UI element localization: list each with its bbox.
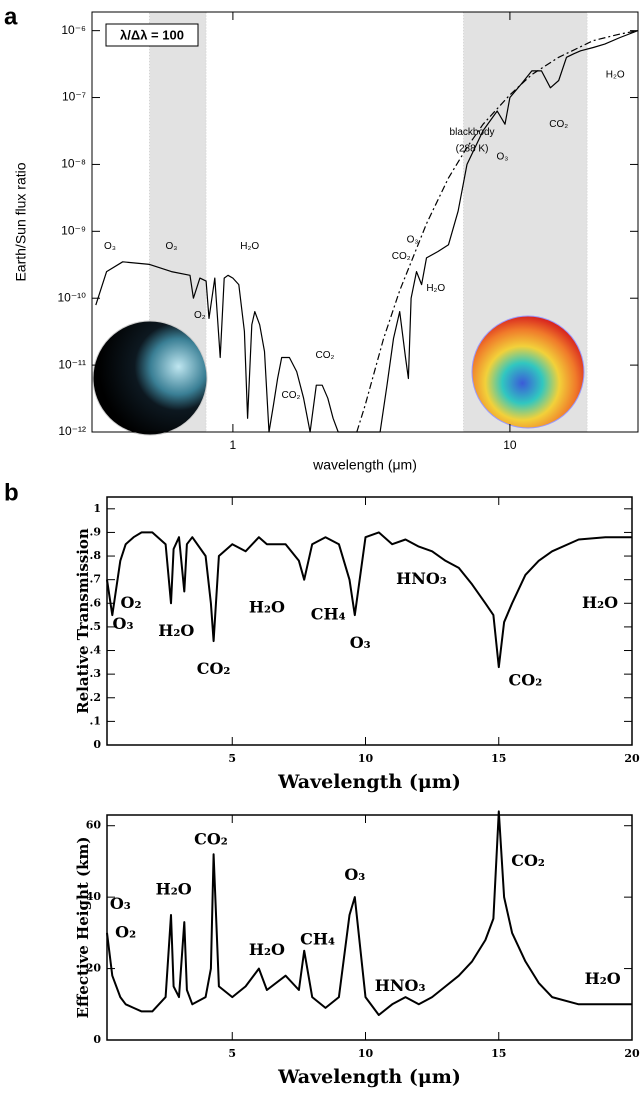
annotation: CO₂ (549, 119, 568, 130)
annotation: O₃ (344, 865, 365, 884)
y-tick-label: .7 (90, 573, 101, 586)
annotation: H₂O (249, 940, 285, 959)
y-tick-label: .5 (90, 620, 101, 633)
annotation: blackbody (450, 127, 495, 138)
x-tick-label: 5 (228, 752, 236, 765)
annotation: CO₂ (281, 390, 300, 401)
annotation: HNO₃ (396, 569, 447, 588)
x-tick-label: 5 (228, 1047, 236, 1060)
annotation: CO₂ (316, 350, 335, 361)
y-tick-label: 10⁻⁹ (61, 223, 86, 237)
panel-label: b (4, 479, 19, 506)
annotation: O₂ (194, 310, 206, 321)
y-tick-label: 20 (86, 962, 102, 975)
annotation: H₂O (585, 969, 621, 988)
y-tick-label: .3 (90, 667, 101, 680)
annotation: HNO₃ (375, 976, 426, 995)
x-tick-label: 15 (491, 1047, 506, 1060)
annotation: CO₂ (197, 659, 231, 678)
earth-inset (92, 320, 208, 436)
y-tick-label: 0 (93, 1033, 101, 1046)
y-tick-label: 10⁻¹² (58, 424, 86, 438)
x-tick-label: 1 (230, 438, 237, 452)
chart-b-bottom: 5 10 15 20 0 20 40 60 O₃ O₂ H₂O CO₂ H₂O CH₄ O₃ HNO₃ CO₂ H… (74, 810, 640, 1088)
y-tick-label: 10⁻¹⁰ (58, 290, 87, 304)
y-tick-label: .9 (90, 525, 101, 538)
annotation: O₃ (497, 151, 509, 162)
y-tick-label: .8 (90, 549, 102, 562)
annotation: H₂O (249, 598, 285, 617)
annotation: H₂O (582, 593, 618, 612)
y-tick-label: 10⁻⁶ (61, 23, 86, 37)
map-inset (471, 315, 585, 429)
spectrum-line (356, 30, 639, 433)
chart-a: 1 10 10⁻¹² 10⁻¹¹ 10⁻¹⁰ 10⁻⁹ 10⁻⁸ 10⁻⁷ 10⁻⁶ O₃ O₃ H₂… (13, 11, 639, 473)
y-tick-label: .6 (90, 596, 102, 609)
x-axis-label: Wavelength (μm) (277, 1066, 461, 1088)
panel-label: a (4, 3, 18, 30)
y-tick-label: .2 (90, 691, 101, 704)
x-tick-label: 15 (491, 752, 506, 765)
y-axis-label: Effective Height (km) (74, 837, 92, 1019)
y-tick-label: 10⁻¹¹ (58, 357, 86, 371)
annotation: H₂O (240, 241, 259, 252)
annotation: CO₂ (392, 251, 411, 262)
annotation: O₃ (110, 894, 131, 913)
annotation: CH₄ (300, 930, 335, 949)
y-tick-label: .1 (90, 714, 101, 727)
spectrum-line (106, 810, 632, 1016)
annotation: H₂O (606, 69, 625, 80)
annotation: CO₂ (194, 830, 228, 849)
annotation: H₂O (156, 880, 192, 899)
spectrum-line (106, 531, 632, 669)
resolution-label: λ/Δλ = 100 (120, 27, 184, 42)
annotation: O₃ (407, 234, 419, 245)
y-tick-label: 10⁻⁷ (62, 90, 86, 104)
x-tick-label: 10 (503, 438, 517, 452)
spectrum-line (95, 30, 639, 433)
x-tick-label: 10 (358, 752, 374, 765)
annotation: O₂ (115, 922, 136, 941)
annotation: (288 K) (456, 144, 489, 155)
resolution-box (105, 23, 199, 47)
y-tick-label: 40 (86, 890, 102, 903)
plot-frame (106, 814, 633, 1041)
x-axis-label: Wavelength (μm) (277, 771, 461, 793)
y-tick-label: .4 (90, 644, 102, 657)
annotation: O₃ (113, 614, 134, 633)
y-tick-label: 1 (93, 502, 101, 515)
annotation: H₂O (158, 621, 194, 640)
x-axis-label: wavelength (μm) (312, 457, 417, 473)
y-axis-label: Relative Transmission (74, 528, 92, 714)
annotation: CO₂ (511, 851, 545, 870)
annotation: H₂O (426, 283, 445, 294)
annotation: O₃ (350, 633, 371, 652)
x-tick-label: 20 (624, 752, 640, 765)
y-tick-label: 0 (93, 738, 101, 751)
y-axis-label: Earth/Sun flux ratio (13, 162, 29, 281)
annotation: O₃ (104, 241, 116, 252)
x-tick-label: 10 (358, 1047, 374, 1060)
annotation: CH₄ (311, 605, 346, 624)
x-tick-label: 20 (624, 1047, 640, 1060)
y-tick-label: 10⁻⁸ (61, 157, 86, 171)
plot-frame (106, 496, 633, 746)
annotation: O₃ (166, 241, 178, 252)
annotation: CO₂ (509, 671, 543, 690)
y-tick-label: 60 (86, 819, 102, 832)
annotation: O₂ (121, 593, 142, 612)
